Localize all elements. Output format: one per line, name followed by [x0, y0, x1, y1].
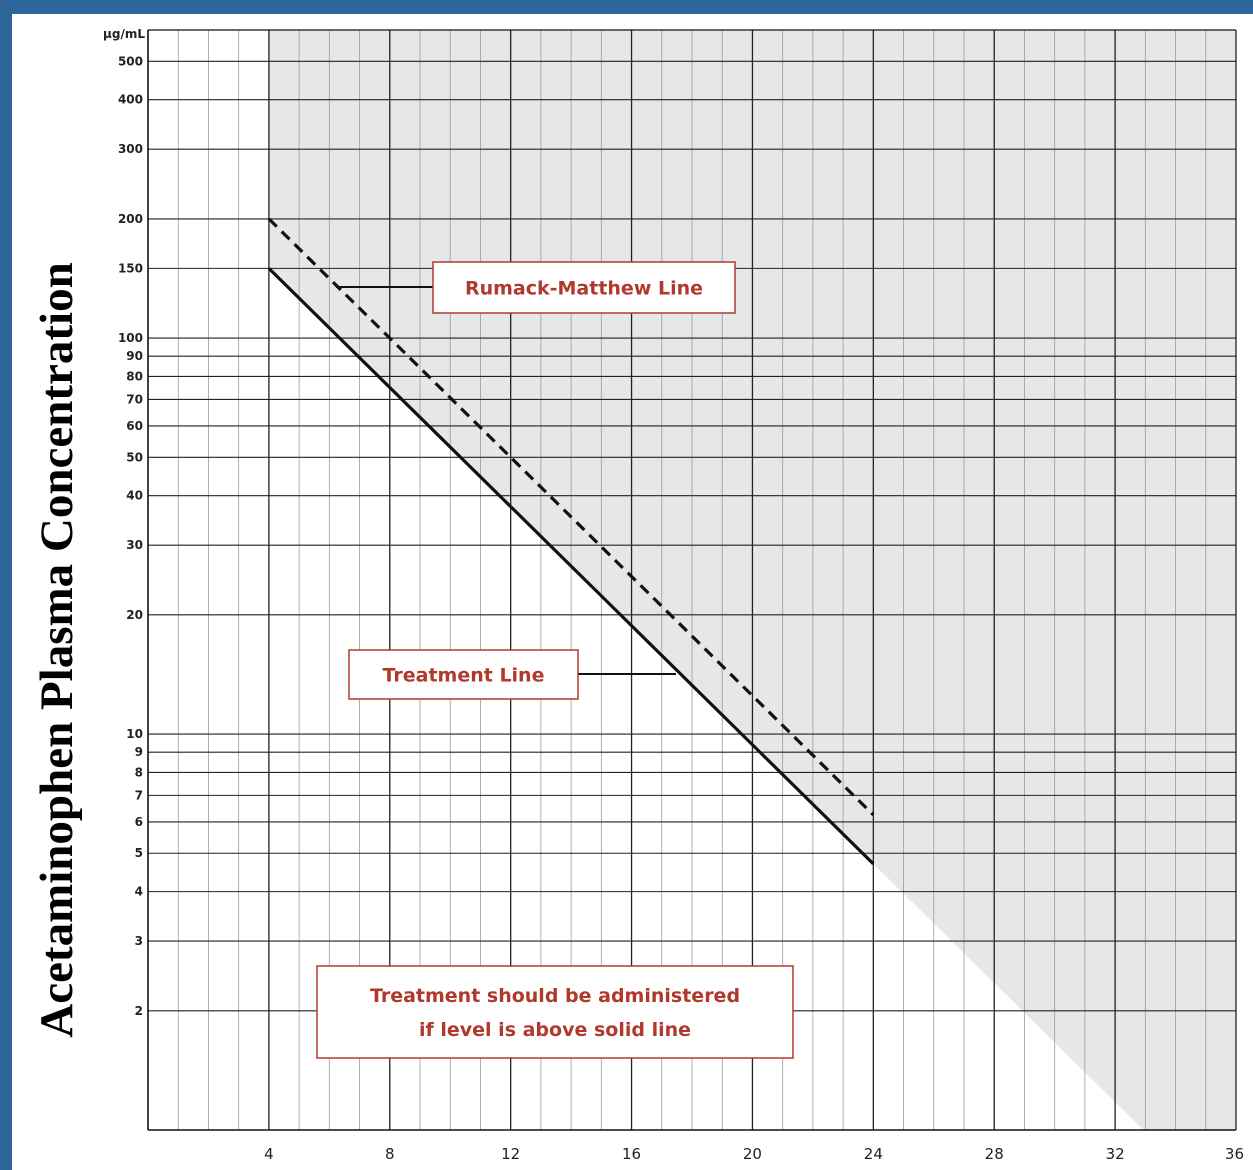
treatment-line: [267, 267, 875, 866]
x-tick-label: 4: [264, 1145, 274, 1163]
y-tick-label: 2: [135, 1004, 143, 1018]
y-tick-label: 40: [126, 489, 143, 503]
instruction-note-text: if level is above solid line: [419, 1019, 691, 1041]
x-tick-label: 24: [864, 1145, 883, 1163]
y-tick-label: 70: [126, 392, 143, 406]
rumack-matthew-line: [267, 217, 875, 817]
y-tick-label: 20: [126, 608, 143, 622]
y-tick-label: 6: [135, 815, 143, 829]
y-tick-label: 90: [126, 349, 143, 363]
treatment-label-text: Treatment Line: [383, 665, 545, 687]
y-tick-label: 10: [126, 727, 143, 741]
y-tick-label: 500: [118, 54, 143, 68]
y-tick-label: 9: [135, 745, 143, 759]
y-unit-label: µg/mL: [103, 27, 145, 41]
y-tick-label: 3: [135, 934, 143, 948]
x-tick-label: 20: [743, 1145, 762, 1163]
treatment-label-box: [348, 649, 579, 700]
y-tick-label: 400: [118, 93, 143, 107]
y-tick-label: 5: [135, 846, 143, 860]
y-tick-label: 80: [126, 369, 143, 383]
x-tick-label: 32: [1106, 1145, 1125, 1163]
x-tick-label: 28: [985, 1145, 1004, 1163]
x-tick-label: 16: [622, 1145, 641, 1163]
y-tick-label: 7: [135, 788, 143, 802]
y-tick-label: 100: [118, 331, 143, 345]
y-tick-label: 8: [135, 765, 143, 779]
y-tick-label: 150: [118, 261, 143, 275]
y-tick-label: 300: [118, 142, 143, 156]
x-tick-label: 8: [385, 1145, 395, 1163]
rumack-matthew-label-text: Rumack-Matthew Line: [465, 278, 703, 300]
rumack-matthew-label-box: [432, 261, 736, 314]
y-tick-label: 30: [126, 538, 143, 552]
y-tick-label: 4: [135, 885, 143, 899]
y-tick-label: 50: [126, 450, 143, 464]
instruction-note-text: Treatment should be administered: [370, 985, 740, 1007]
y-tick-label: 60: [126, 419, 143, 433]
y-tick-label: 200: [118, 212, 143, 226]
x-tick-label: 12: [501, 1145, 520, 1163]
x-tick-label: 36: [1225, 1145, 1244, 1163]
instruction-note-box: [316, 965, 794, 1059]
